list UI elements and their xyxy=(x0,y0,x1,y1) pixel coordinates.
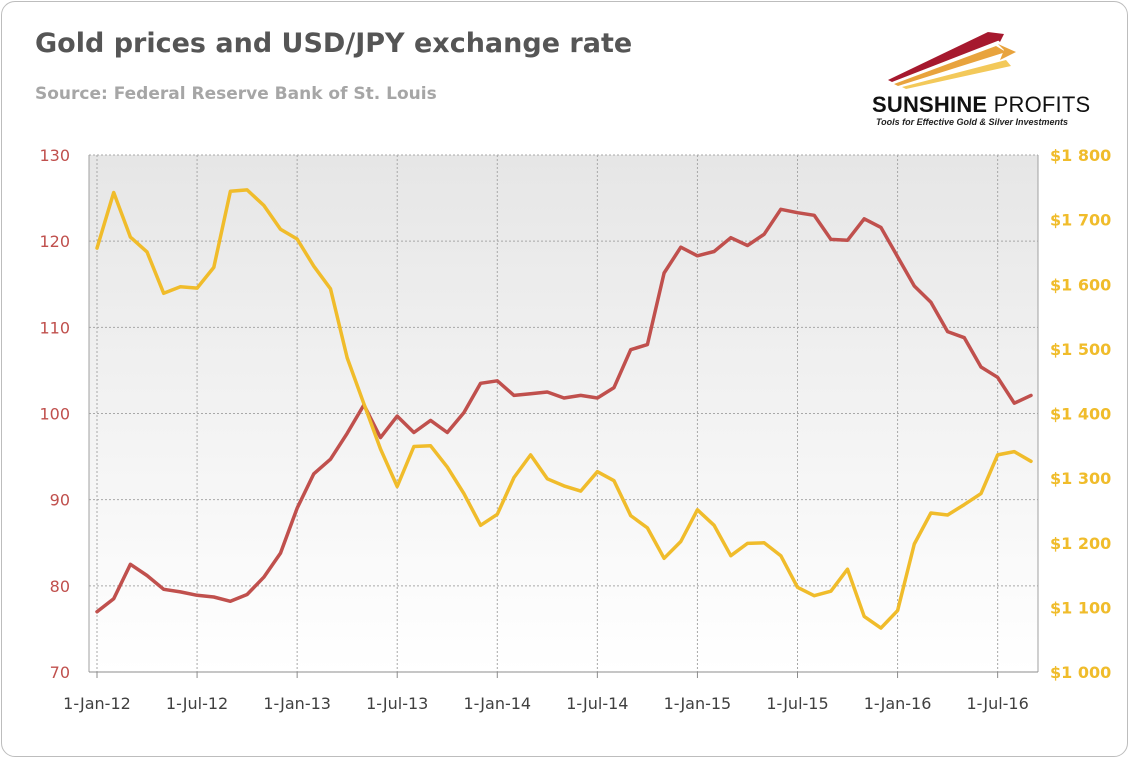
y-right-tick-label: $1 500 xyxy=(1050,340,1111,359)
y-left-tick-label: 70 xyxy=(50,663,70,682)
chart-source: Source: Federal Reserve Bank of St. Loui… xyxy=(35,84,437,104)
x-tick-label: 1-Jul-15 xyxy=(766,694,828,713)
series-group xyxy=(95,188,1033,630)
x-tick-label: 1-Jul-13 xyxy=(366,694,428,713)
logo-name: SUNSHINE PROFITS xyxy=(872,92,1091,117)
x-tick-label: 1-Jan-16 xyxy=(864,694,932,713)
x-tick-label: 1-Jan-15 xyxy=(664,694,732,713)
x-tick-label: 1-Jul-16 xyxy=(967,694,1029,713)
y-left-tick-label: 90 xyxy=(50,491,70,510)
y-left-tick-label: 120 xyxy=(39,232,70,251)
x-tick-label: 1-Jan-12 xyxy=(63,694,131,713)
y-left-tick-label: 130 xyxy=(39,146,70,165)
y-right-tick-label: $1 000 xyxy=(1050,663,1111,682)
x-axis: 1-Jan-12 1-Jul-12 1-Jan-13 1-Jul-13 1-Jan-14… xyxy=(63,671,1038,713)
chart-title: Gold prices and USD/JPY exchange rate xyxy=(35,28,633,59)
y-right-tick-label: $1 100 xyxy=(1050,598,1111,617)
y-left-tick-label: 100 xyxy=(39,405,70,424)
y-right-tick-label: $1 300 xyxy=(1050,469,1111,488)
logo-tagline: Tools for Effective Gold & Silver Invest… xyxy=(876,117,1069,127)
x-tick-label: 1-Jan-13 xyxy=(263,694,331,713)
x-tick-label: 1-Jul-12 xyxy=(166,694,228,713)
y-right-tick-label: $1 800 xyxy=(1050,146,1111,165)
y-right-tick-label: $1 600 xyxy=(1050,275,1111,294)
y-left-tick-label: 110 xyxy=(39,318,70,337)
sunshine-profits-logo: SUNSHINE PROFITS Tools for Effective Gol… xyxy=(866,18,1106,133)
y-right-tick-label: $1 700 xyxy=(1050,211,1111,230)
y-axis-right: $1 000 $1 100 $1 200 $1 300 $1 400 $1 500 $1 6… xyxy=(1037,146,1111,682)
y-right-tick-label: $1 200 xyxy=(1050,534,1111,553)
y-axis-left: 70 80 90 100 110 120 130 xyxy=(39,146,90,682)
y-right-tick-label: $1 400 xyxy=(1050,405,1111,424)
sun-rays-icon xyxy=(888,32,1016,89)
series-line-usd-jpy xyxy=(95,207,1033,614)
x-tick-label: 1-Jan-14 xyxy=(463,694,531,713)
y-left-tick-label: 80 xyxy=(50,577,70,596)
plot-area xyxy=(89,155,1038,672)
x-tick-label: 1-Jul-14 xyxy=(566,694,628,713)
series-line-gold-price xyxy=(95,188,1033,630)
